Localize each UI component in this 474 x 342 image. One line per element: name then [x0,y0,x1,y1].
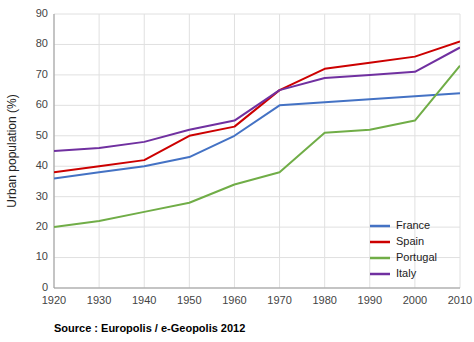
grid [54,14,460,288]
legend-label: Italy [396,267,417,279]
x-grid-line [99,14,100,288]
series-line [54,41,460,172]
y-tick-label: 40 [36,159,48,171]
x-grid-line [460,14,461,288]
y-grid-line [54,74,460,75]
legend-label: France [396,219,430,231]
x-tick-label: 2010 [448,294,472,306]
y-grid-line [54,14,460,15]
y-tick-label: 20 [36,220,48,232]
y-grid-line [54,44,460,45]
legend-swatch [370,257,390,260]
legend-label: Portugal [396,251,437,263]
y-tick-label: 50 [36,129,48,141]
y-grid-line [54,135,460,136]
x-tick-label: 1940 [132,294,156,306]
x-tick-label: 1970 [267,294,291,306]
axes: 0 10 20 30 40 50 60 70 80 90 1920 1930 1940 1950 1960 1… [36,7,472,306]
legend-label: Spain [396,235,424,247]
page: {"chart_data": {"type": "line", "x": [19… [0,0,474,342]
legend: France Spain Portugal Italy [370,219,437,279]
x-tick-label: 1930 [87,294,111,306]
x-grid-line [144,14,145,288]
y-tick-label: 90 [36,7,48,19]
x-tick-label: 1920 [42,294,66,306]
series-line [54,47,460,151]
legend-swatch [370,241,390,244]
y-tick-label: 60 [36,98,48,110]
y-grid-line [54,166,460,167]
series-lines [54,41,460,227]
legend-swatch [370,273,390,276]
x-grid-line [189,14,190,288]
y-tick-label: 80 [36,37,48,49]
y-grid-line [54,288,460,289]
chart: 0 10 20 30 40 50 60 70 80 90 1920 1930 1940 1950 1960 1… [0,0,474,342]
source-note: Source : Europolis / e-Geopolis 2012 [54,322,245,334]
y-tick-label: 30 [36,190,48,202]
x-grid-line [369,14,370,288]
x-grid-line [279,14,280,288]
x-grid-line [234,14,235,288]
x-tick-label: 1960 [222,294,246,306]
y-tick-label: 70 [36,68,48,80]
x-grid-line [324,14,325,288]
legend-swatch [370,225,390,228]
y-tick-label: 10 [36,250,48,262]
y-tick-label: 0 [42,281,48,293]
x-tick-label: 2000 [403,294,427,306]
x-tick-label: 1950 [177,294,201,306]
x-tick-label: 1990 [358,294,382,306]
x-axis-line [54,288,460,289]
y-grid-line [54,196,460,197]
y-axis-label: Urban population (%) [5,94,19,207]
x-tick-label: 1980 [312,294,336,306]
